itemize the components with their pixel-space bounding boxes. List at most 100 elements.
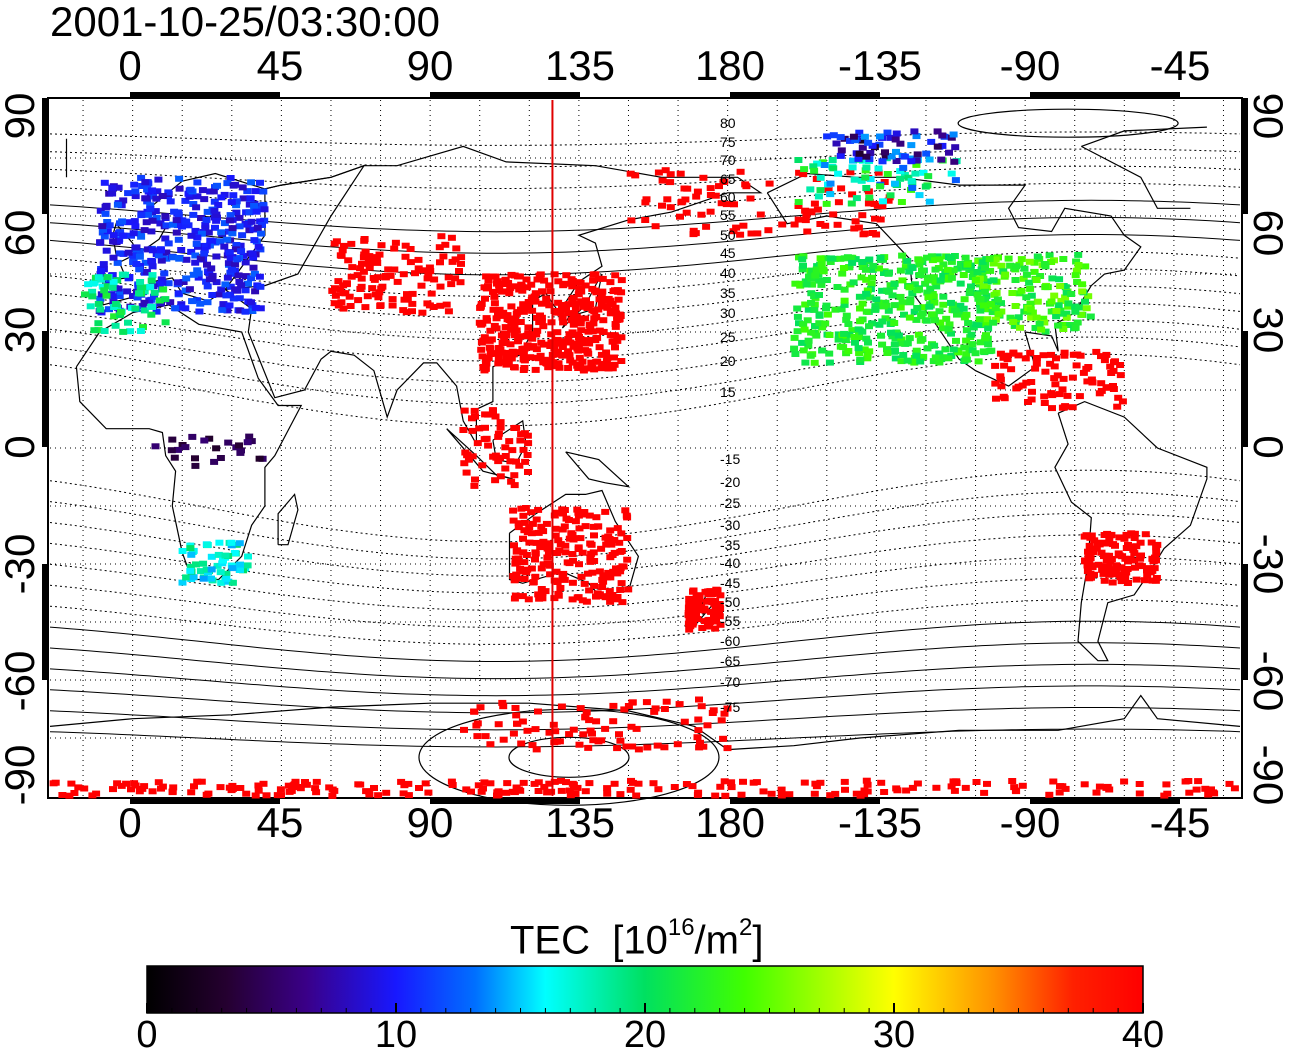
tec-cell	[848, 259, 857, 266]
tec-cell	[1087, 574, 1095, 581]
tec-cell	[969, 324, 978, 331]
tec-cell	[586, 554, 595, 561]
tec-cell	[808, 281, 817, 288]
tec-cell	[523, 727, 532, 734]
tec-cell	[544, 364, 553, 371]
tec-cell	[496, 424, 505, 431]
tec-cell	[888, 292, 897, 299]
tec-cell	[558, 352, 567, 359]
tec-cell	[723, 705, 732, 712]
tec-cell	[342, 281, 351, 288]
tec-cell	[730, 201, 738, 208]
tec-cell	[844, 321, 853, 327]
tec-cell	[996, 350, 1005, 357]
tec-cell	[507, 478, 516, 485]
tec-cell	[312, 789, 321, 796]
tec-cell	[1100, 357, 1109, 364]
tec-cell	[829, 165, 838, 172]
tec-cell	[162, 222, 171, 229]
tec-cell	[589, 523, 598, 530]
tec-cell	[981, 334, 990, 341]
tec-cell	[924, 277, 933, 284]
tec-cell	[954, 349, 963, 356]
tec-cell	[155, 281, 164, 288]
tec-cell	[987, 301, 995, 307]
tec-cell	[921, 183, 930, 190]
tec-cell	[720, 178, 729, 185]
tec-cell	[511, 555, 520, 562]
tec-cell	[253, 224, 262, 231]
tec-cell	[790, 221, 799, 228]
tec-cell	[124, 219, 133, 226]
tec-cell	[532, 539, 541, 546]
tec-cell	[991, 305, 1000, 311]
tec-cell	[137, 212, 146, 219]
tec-cell	[624, 703, 633, 709]
tec-cell	[705, 623, 714, 630]
tec-cell	[100, 233, 109, 240]
tec-cell	[823, 311, 832, 318]
tec-cell	[803, 317, 812, 324]
tec-cell	[194, 274, 203, 281]
tec-cell	[609, 718, 618, 725]
tec-cell	[1047, 351, 1055, 358]
tec-cell	[924, 173, 933, 180]
tec-cell	[1130, 535, 1139, 541]
tec-cell	[189, 201, 198, 207]
tec-cell	[968, 341, 977, 348]
tec-cell	[833, 221, 842, 228]
tec-cell	[247, 218, 256, 225]
tec-cell	[203, 283, 212, 290]
tec-cell	[675, 701, 684, 708]
lat-tick-right: -90	[1245, 744, 1292, 806]
lon-tick-top: -45	[1149, 42, 1211, 89]
tec-cell	[685, 595, 694, 602]
contour-label: -45	[720, 575, 740, 591]
tec-cell	[1131, 564, 1139, 571]
tec-cell	[971, 277, 980, 283]
tec-cell	[174, 290, 183, 297]
tec-cell	[942, 315, 951, 322]
tec-cell	[959, 272, 968, 278]
tec-cell	[571, 518, 580, 525]
tec-cell	[943, 266, 952, 273]
tec-cell	[989, 319, 998, 326]
tec-cell	[481, 424, 489, 431]
tec-cell	[533, 327, 542, 334]
tec-cell	[1124, 580, 1132, 586]
tec-cell	[360, 236, 369, 242]
tec-cell	[494, 788, 503, 795]
tec-cell	[1137, 552, 1145, 559]
tec-cell	[590, 582, 599, 589]
tec-cell	[585, 340, 594, 347]
tec-cell	[393, 278, 402, 285]
tec-cell	[252, 208, 261, 215]
tec-cell	[490, 300, 499, 307]
tec-cell	[1088, 562, 1096, 569]
tec-cell	[541, 588, 550, 595]
tec-cell	[837, 185, 846, 192]
tec-cell	[804, 306, 813, 313]
tec-cell	[186, 186, 195, 193]
tec-cell	[476, 704, 485, 711]
tec-cell	[550, 308, 559, 314]
tec-cell	[623, 556, 632, 563]
tec-cell	[933, 128, 942, 135]
tec-cell	[532, 516, 541, 523]
tec-cell	[1108, 579, 1117, 586]
tec-cell	[191, 252, 200, 259]
tec-cell	[1113, 403, 1122, 410]
tec-cell	[97, 268, 106, 274]
tec-cell	[124, 319, 132, 326]
tec-cell	[1152, 549, 1161, 556]
tec-cell	[689, 619, 698, 626]
tec-cell	[884, 197, 893, 204]
tec-cell	[931, 278, 940, 285]
tec-cell	[828, 157, 837, 163]
tec-cell	[676, 213, 684, 220]
tec-cell	[97, 276, 106, 283]
tec-cell	[247, 299, 255, 306]
tec-cell	[923, 254, 931, 261]
tec-cell	[1055, 276, 1064, 283]
tec-cell	[717, 200, 726, 207]
